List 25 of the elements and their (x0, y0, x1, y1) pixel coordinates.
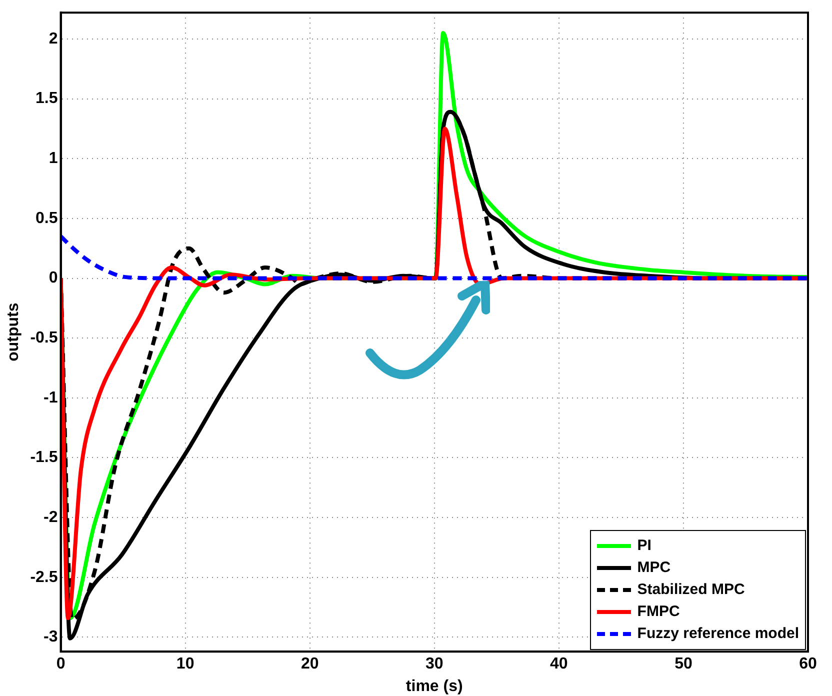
x-tick-label: 30 (425, 656, 444, 673)
x-tick-label: 20 (300, 656, 319, 673)
y-tick-label: -1.5 (30, 449, 58, 466)
x-axis-title: time (s) (406, 678, 463, 695)
x-tick-label: 60 (799, 656, 817, 673)
legend-label: Stabilized MPC (637, 581, 745, 598)
legend-label: PI (637, 537, 652, 554)
y-tick-label: -3 (44, 628, 58, 646)
x-tick-label: 40 (550, 656, 568, 673)
y-tick-label: -0.5 (30, 329, 58, 346)
y-tick-label: -2 (44, 508, 58, 526)
y-tick-label: 0 (48, 270, 58, 287)
y-tick-label: 1.5 (36, 90, 58, 108)
y-tick-label: -1 (44, 389, 58, 406)
legend-label: FMPC (637, 603, 680, 620)
legend-label: MPC (637, 559, 671, 576)
y-axis-title: outputs (5, 302, 22, 362)
x-tick-label: 10 (176, 656, 194, 673)
y-tick-label: 1 (48, 150, 58, 167)
x-tick-label: 50 (674, 656, 692, 673)
y-tick-label: 0.5 (36, 210, 58, 227)
y-tick-label: 2 (48, 30, 58, 48)
legend-label: Fuzzy reference model (637, 625, 799, 642)
line-series (60, 234, 808, 280)
y-tick-label: -2.5 (30, 568, 58, 586)
